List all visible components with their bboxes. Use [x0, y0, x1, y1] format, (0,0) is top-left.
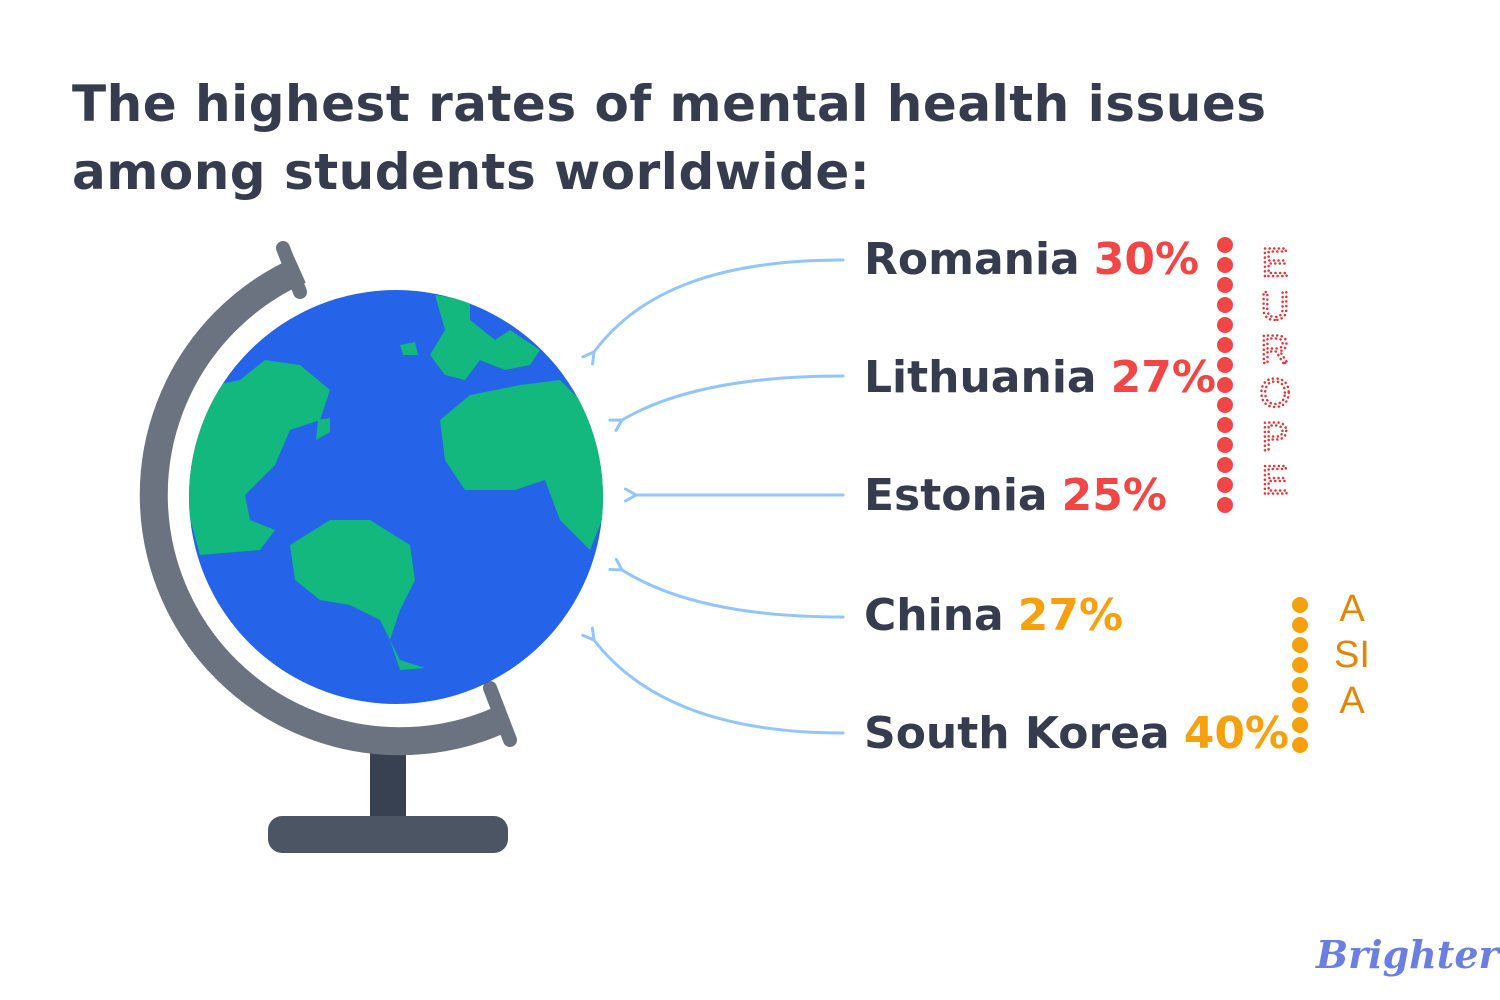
dot [1292, 637, 1308, 653]
rate-value: 27% [1110, 352, 1216, 403]
logo-text: Brighterly [1316, 932, 1500, 977]
country-name: Estonia [864, 470, 1048, 521]
region-letter: R [1261, 328, 1290, 372]
dot [1217, 357, 1233, 373]
globe-icon [139, 241, 603, 853]
dot [1217, 337, 1233, 353]
asia-dot-column [1292, 597, 1308, 753]
brighterly-logo: Brighterly [1316, 932, 1500, 977]
dot [1292, 697, 1308, 713]
region-letter: E [1262, 241, 1289, 285]
arrows [581, 258, 845, 735]
page-title: The highest rates of mental health issue… [72, 75, 1267, 201]
dot [1217, 377, 1233, 393]
region-letter: P [1262, 415, 1289, 459]
dot [1217, 257, 1233, 273]
item-china: China 27% [864, 591, 1123, 641]
dot [1292, 677, 1308, 693]
region-letter: O [1259, 372, 1290, 416]
dot [1217, 497, 1233, 513]
dot [1292, 597, 1308, 613]
arrow-left-icon [581, 626, 845, 735]
arrow-left-icon [608, 557, 845, 619]
europe-dot-column [1217, 237, 1233, 513]
region-letter: E [1262, 459, 1289, 503]
item-lithuania: Lithuania 27% [864, 353, 1216, 403]
dot [1292, 617, 1308, 633]
item-estonia: Estonia 25% [864, 471, 1167, 521]
dot [1217, 437, 1233, 453]
dot [1217, 237, 1233, 253]
rate-value: 40% [1183, 708, 1290, 759]
dot [1217, 417, 1233, 433]
country-name: China [864, 590, 1004, 641]
dot [1217, 457, 1233, 473]
dot [1217, 397, 1233, 413]
country-name: South Korea [864, 708, 1170, 759]
arrow-left-icon [581, 258, 845, 366]
dot [1217, 317, 1233, 333]
dot [1217, 297, 1233, 313]
country-name: Lithuania [864, 352, 1097, 403]
dot [1292, 717, 1308, 733]
dot [1217, 477, 1233, 493]
region-letter: U [1261, 285, 1290, 329]
rate-value: 30% [1093, 234, 1200, 285]
item-south-korea: South Korea 40% [864, 709, 1289, 759]
dot [1292, 657, 1308, 673]
item-romania: Romania 30% [864, 235, 1199, 285]
rate-value: 27% [1017, 590, 1124, 641]
country-name: Romania [864, 234, 1080, 285]
arrow-left-icon [608, 374, 845, 432]
dot [1217, 277, 1233, 293]
asia-label: ASIA [1334, 588, 1370, 722]
dot [1292, 737, 1308, 753]
rate-value: 25% [1061, 470, 1167, 521]
